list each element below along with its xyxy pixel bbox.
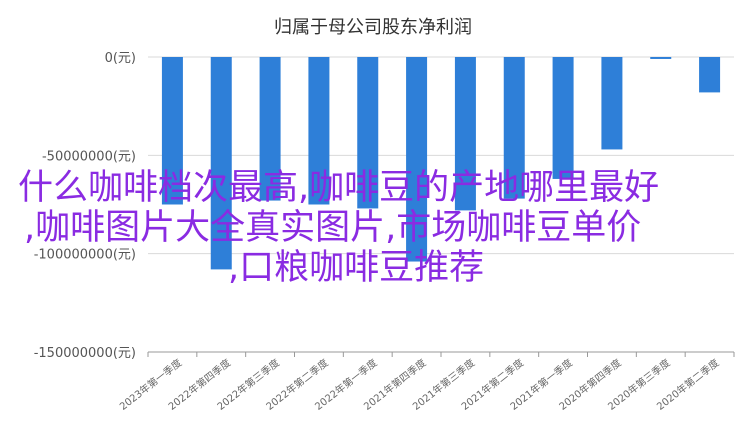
bar (552, 57, 574, 179)
y-tick-labels: 0(元) -50000000(元) -100000000(元) -150000000(… (34, 51, 136, 361)
x-tick-labels: 2023年第一季度2022年第四季度2022年第三季度2022年第二季度2022… (117, 356, 722, 413)
bar (259, 57, 281, 201)
bar (210, 57, 232, 270)
y-tick-label: 0(元) (105, 51, 136, 66)
bar (308, 57, 330, 205)
chart-title: 归属于母公司股东净利润 (274, 17, 472, 38)
bar (699, 57, 721, 93)
bar (406, 57, 428, 262)
bar (503, 57, 525, 199)
bar (650, 57, 672, 59)
bar (601, 57, 623, 150)
y-tick-label: -50000000(元) (42, 149, 136, 164)
gridlines (147, 56, 735, 357)
y-tick-label: -100000000(元) (34, 248, 136, 263)
bars (161, 57, 721, 270)
bar (454, 57, 476, 211)
y-tick-label: -150000000(元) (34, 346, 136, 361)
bar (161, 57, 183, 205)
bar (357, 57, 379, 209)
